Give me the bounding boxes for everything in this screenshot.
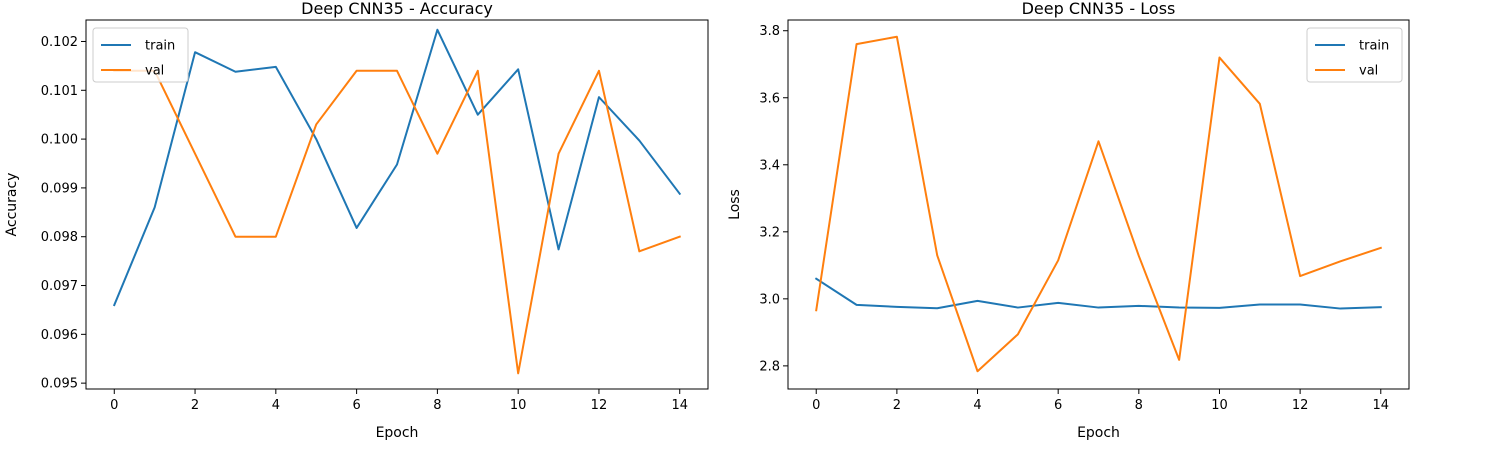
- x-axis-label: Epoch: [1077, 425, 1120, 441]
- y-tick-label: 2.8: [759, 359, 780, 374]
- accuracy-chart: Deep CNN35 - Accuracy 0 2 4 6 8 10 12 14 0.095 0.0…: [4, 0, 709, 441]
- x-tick-label: 8: [433, 398, 441, 413]
- x-tick-label: 2: [893, 398, 901, 413]
- y-tick-label: 3.6: [759, 91, 780, 106]
- x-tick-label: 14: [671, 398, 688, 413]
- x-tick-label: 6: [352, 398, 360, 413]
- y-tick-label: 0.099: [41, 181, 78, 196]
- x-tick-label: 10: [510, 398, 527, 413]
- legend-label-val: val: [145, 64, 164, 79]
- legend-label-train: train: [1359, 39, 1389, 54]
- axes-frame: [787, 19, 1410, 390]
- y-tick-label: 0.100: [41, 133, 78, 148]
- legend-box: [92, 27, 189, 83]
- x-tick-label: 14: [1372, 398, 1389, 413]
- x-tick-label: 2: [191, 398, 199, 413]
- x-axis-label: Epoch: [376, 425, 419, 441]
- y-tick-label: 0.098: [41, 230, 78, 245]
- y-tick-label: 3.2: [759, 225, 780, 240]
- x-tick-label: 8: [1135, 398, 1143, 413]
- series-line-val: [815, 35, 1383, 373]
- y-tick-label: 3.8: [759, 24, 780, 39]
- y-tick-label: 0.097: [41, 279, 78, 294]
- x-tick-label: 12: [1292, 398, 1309, 413]
- series-line-train: [112, 28, 682, 307]
- y-axis-label: Accuracy: [4, 173, 20, 237]
- x-tick-label: 6: [1054, 398, 1062, 413]
- legend: train val: [1306, 27, 1403, 83]
- legend-label-train: train: [145, 39, 175, 54]
- y-tick-label: 0.096: [41, 328, 78, 343]
- legend-box: [1306, 27, 1403, 83]
- loss-chart: Deep CNN35 - Loss 0 2 4 6 8 10 12 14 2.8 3.0 3.2 3.4…: [727, 0, 1410, 441]
- x-tick-label: 4: [973, 398, 981, 413]
- y-tick-label: 3.4: [759, 158, 780, 173]
- axes-frame: [85, 19, 709, 390]
- x-tick-label: 0: [110, 398, 118, 413]
- x-tick-label: 4: [272, 398, 280, 413]
- series-line-train: [814, 277, 1382, 310]
- series-line-val: [113, 69, 682, 375]
- chart-title: Deep CNN35 - Accuracy: [301, 0, 493, 18]
- x-tick-label: 0: [812, 398, 820, 413]
- legend-label-val: val: [1359, 64, 1378, 79]
- y-tick-label: 0.101: [41, 84, 78, 99]
- legend: train val: [92, 27, 189, 83]
- y-tick-label: 0.095: [41, 377, 78, 392]
- x-tick-label: 10: [1211, 398, 1228, 413]
- y-axis-label: Loss: [727, 189, 743, 220]
- chart-title: Deep CNN35 - Loss: [1022, 0, 1176, 18]
- y-tick-label: 3.0: [759, 292, 780, 307]
- y-tick-label: 0.102: [41, 35, 78, 50]
- x-tick-label: 12: [591, 398, 608, 413]
